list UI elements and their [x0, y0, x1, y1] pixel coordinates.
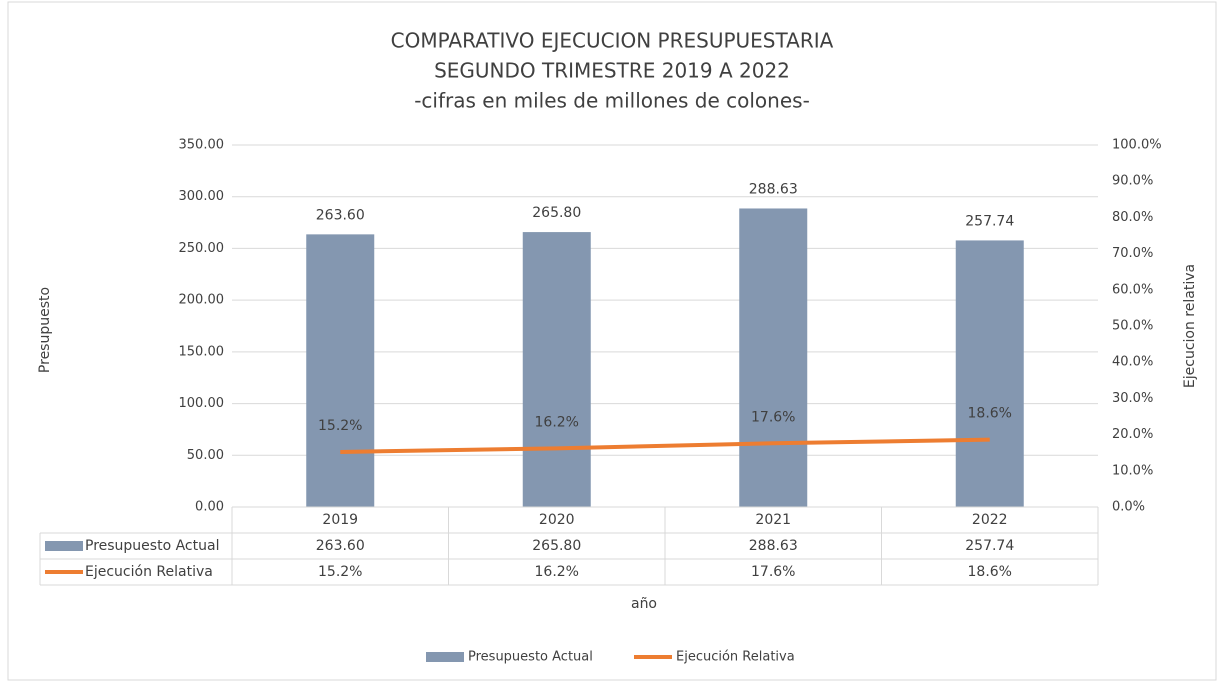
y2-tick-label: 10.0% [1112, 463, 1153, 478]
y-tick-label: 300.00 [179, 189, 225, 204]
x-tick-label: 2022 [972, 512, 1008, 528]
data-label: 263.60 [316, 207, 365, 223]
line [340, 437, 990, 454]
table-cell: 15.2% [318, 564, 362, 580]
bar [955, 240, 1024, 507]
table-cell: 17.6% [751, 564, 795, 580]
chart-title: SEGUNDO TRIMESTRE 2019 A 2022 [434, 59, 790, 83]
y-tick-label: 0.00 [195, 500, 224, 515]
table-cell: 263.60 [316, 538, 365, 554]
table-cell: 265.80 [532, 538, 581, 554]
chart-title: COMPARATIVO EJECUCION PRESUPUESTARIA [391, 29, 834, 53]
y2-tick-label: 20.0% [1112, 427, 1153, 442]
table-cell: 257.74 [965, 538, 1014, 554]
legend-key [426, 652, 464, 662]
table-row-header: Ejecución Relativa [85, 564, 213, 580]
y2-tick-label: 100.0% [1112, 138, 1162, 153]
chart-subtitle: -cifras en miles de millones de colones- [414, 89, 810, 113]
x-axis-title: año [631, 596, 657, 612]
y-axis-title: Presupuesto [37, 287, 53, 373]
x-tick-label: 2019 [322, 512, 358, 528]
legend-label: Ejecución Relativa [676, 650, 795, 665]
y2-tick-label: 60.0% [1112, 282, 1153, 297]
y2-tick-label: 50.0% [1112, 319, 1153, 334]
y-tick-label: 150.00 [179, 344, 225, 359]
data-label: 265.80 [532, 205, 581, 221]
y-tick-label: 350.00 [179, 138, 225, 153]
y2-tick-label: 70.0% [1112, 246, 1153, 261]
y2-tick-label: 30.0% [1112, 391, 1153, 406]
bar [522, 232, 591, 507]
data-label: 17.6% [751, 409, 795, 425]
y2-axis-title: Ejecucion relativa [1182, 264, 1198, 388]
y2-tick-label: 40.0% [1112, 355, 1153, 370]
data-label: 257.74 [965, 213, 1014, 229]
table-cell: 288.63 [749, 538, 798, 554]
x-tick-label: 2021 [755, 512, 791, 528]
y-tick-label: 100.00 [179, 396, 225, 411]
legend-label: Presupuesto Actual [468, 650, 593, 665]
bar [739, 208, 808, 507]
table-cell: 18.6% [968, 564, 1012, 580]
bar [306, 234, 375, 507]
data-label: 288.63 [749, 181, 798, 197]
y2-tick-label: 0.0% [1112, 500, 1145, 515]
y2-tick-label: 80.0% [1112, 210, 1153, 225]
y2-tick-label: 90.0% [1112, 174, 1153, 189]
y-tick-label: 250.00 [179, 241, 225, 256]
table-legend-key [45, 541, 83, 551]
y-tick-label: 50.00 [187, 448, 224, 463]
table-row-header: Presupuesto Actual [85, 538, 219, 554]
data-label: 15.2% [318, 418, 362, 434]
y-tick-label: 200.00 [179, 293, 225, 308]
table-cell: 16.2% [535, 564, 579, 580]
data-label: 18.6% [968, 406, 1012, 422]
x-tick-label: 2020 [539, 512, 575, 528]
data-label: 16.2% [535, 414, 579, 430]
